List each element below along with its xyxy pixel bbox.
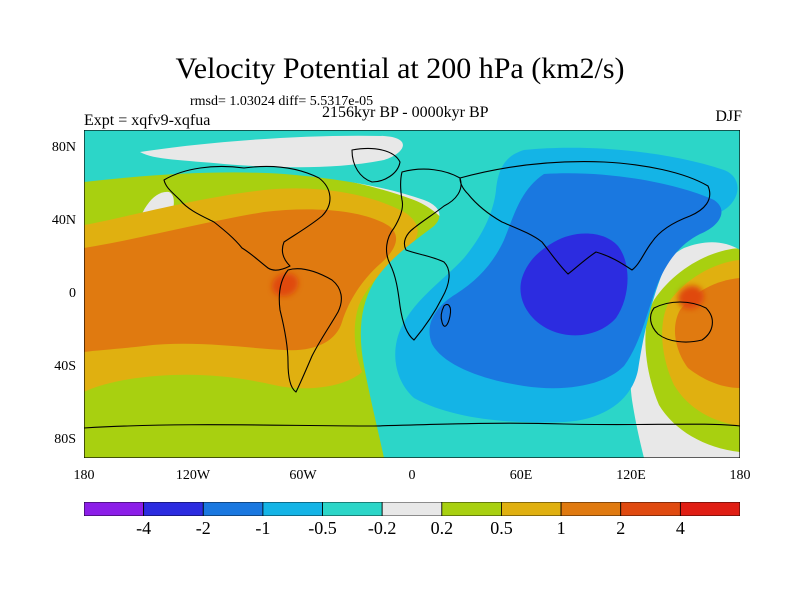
colorbar-label: 0.2	[430, 518, 454, 538]
colorbar-label: -0.5	[308, 518, 337, 538]
colorbar-label: -4	[136, 518, 152, 538]
colorbar-swatch	[84, 502, 145, 516]
colorbar-label: 1	[556, 518, 566, 538]
positive-region-strong	[84, 209, 397, 352]
chart-title: Velocity Potential at 200 hPa (km2/s)	[175, 52, 625, 85]
lon-tick-120e: 120E	[616, 468, 646, 483]
period-label: 2156kyr BP - 0000kyr BP	[322, 104, 489, 121]
colorbar-swatch	[143, 502, 204, 516]
colorbar-swatch	[441, 502, 502, 516]
colorbar-label: 2	[616, 518, 626, 538]
colorbar-swatch	[381, 502, 443, 516]
lon-tick-180w: 180	[73, 468, 95, 483]
lat-tick-40n: 40N	[51, 213, 76, 228]
season-label: DJF	[715, 108, 742, 125]
coastlines	[84, 147, 740, 429]
colorbar-swatch	[322, 502, 383, 516]
lon-tick-0: 0	[408, 468, 416, 483]
colorbar-label: 0.5	[490, 518, 513, 538]
negative-region-peak	[520, 233, 628, 336]
colorbar-label: 4	[675, 518, 685, 538]
lon-tick-180e: 180	[729, 468, 751, 483]
colorbar-label: -0.2	[367, 518, 397, 538]
colorbar-label: -2	[195, 518, 211, 538]
velocity-potential-map	[84, 130, 740, 458]
colorbar-swatch	[560, 502, 622, 516]
colorbar-swatch	[620, 502, 681, 516]
rmsd-stats: rmsd= 1.03024 diff= 5.5317e-05	[190, 94, 374, 109]
positive-region-peak-east	[677, 285, 704, 310]
colorbar-swatch	[679, 502, 740, 516]
lat-tick-0: 0	[69, 286, 76, 301]
colorbar-label: -1	[255, 518, 271, 538]
lat-tick-80n: 80N	[51, 140, 76, 155]
colorbar-swatch	[501, 502, 562, 516]
experiment-label: Expt = xqfv9-xqfua	[84, 112, 211, 129]
colorbar-swatch	[202, 502, 264, 516]
lon-tick-60e: 60E	[509, 468, 533, 483]
positive-region-peak	[272, 273, 299, 297]
lat-tick-80s: 80S	[54, 432, 76, 447]
colorbar-swatch	[262, 502, 323, 516]
lon-tick-60w: 60W	[289, 468, 317, 483]
lon-tick-120w: 120W	[175, 468, 211, 483]
neutral-arctic	[140, 135, 403, 168]
lat-tick-40s: 40S	[54, 359, 76, 374]
colorbar	[84, 502, 740, 516]
